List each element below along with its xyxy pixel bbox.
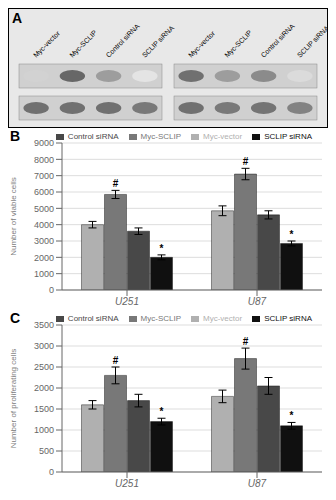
svg-text:3000: 3000	[34, 341, 54, 351]
svg-text:U87: U87	[248, 478, 267, 489]
svg-text:#: #	[113, 355, 119, 366]
svg-text:9000: 9000	[34, 138, 54, 148]
svg-text:Number of viable cells: Number of viable cells	[9, 177, 18, 256]
html-text:C: C	[10, 310, 21, 326]
svg-text:*: *	[160, 243, 164, 254]
svg-text:Myc-SCLIP: Myc-SCLIP	[68, 28, 99, 59]
svg-text:2000: 2000	[34, 383, 54, 393]
svg-text:Control siRNA: Control siRNA	[104, 22, 141, 59]
svg-text:#: #	[113, 178, 119, 189]
svg-text:#: #	[243, 336, 249, 347]
html-text:Myc-vector: Myc-vector	[203, 314, 243, 323]
svg-text:1000: 1000	[34, 425, 54, 435]
svg-text:2000: 2000	[34, 253, 54, 263]
svg-text:Myc-vector: Myc-vector	[187, 29, 217, 59]
svg-text:4000: 4000	[34, 220, 54, 230]
svg-text:U251: U251	[115, 296, 139, 307]
svg-text:Myc-vector: Myc-vector	[32, 29, 62, 59]
svg-text:1000: 1000	[34, 269, 54, 279]
svg-text:*: *	[290, 229, 294, 240]
svg-text:3500: 3500	[34, 320, 54, 330]
svg-text:0: 0	[49, 285, 54, 295]
html-text:Myc-SCLIP: Myc-SCLIP	[140, 132, 181, 141]
svg-text:*: *	[290, 410, 294, 421]
html-text:Control siRNA: Control siRNA	[67, 132, 119, 141]
svg-text:0: 0	[49, 467, 54, 477]
svg-text:SCLIP siRNA: SCLIP siRNA	[141, 24, 176, 59]
html-text:Myc-SCLIP: Myc-SCLIP	[140, 314, 181, 323]
svg-text:8000: 8000	[34, 155, 54, 165]
html-text:Control siRNA: Control siRNA	[67, 314, 119, 323]
svg-text:#: #	[243, 156, 249, 167]
svg-text:*: *	[160, 406, 164, 417]
svg-text:5000: 5000	[34, 204, 54, 214]
svg-text:SCLIP siRNA: SCLIP siRNA	[296, 24, 328, 59]
html-text:SCLIP siRNA: SCLIP siRNA	[264, 132, 312, 141]
svg-text:U87: U87	[248, 296, 267, 307]
svg-text:A: A	[12, 10, 22, 26]
svg-text:6000: 6000	[34, 187, 54, 197]
svg-text:Control siRNA: Control siRNA	[259, 22, 296, 59]
svg-text:7000: 7000	[34, 171, 54, 181]
svg-text:U251: U251	[115, 478, 139, 489]
html-text:SCLIP siRNA: SCLIP siRNA	[264, 314, 312, 323]
svg-text:Myc-SCLIP: Myc-SCLIP	[223, 28, 254, 59]
svg-text:3000: 3000	[34, 236, 54, 246]
svg-text:1500: 1500	[34, 404, 54, 414]
svg-text:Number of proliferating cells: Number of proliferating cells	[9, 349, 18, 449]
svg-text:2500: 2500	[34, 362, 54, 372]
svg-text:500: 500	[39, 446, 54, 456]
html-text:B: B	[10, 128, 21, 144]
html-text:Myc-vector: Myc-vector	[203, 132, 243, 141]
